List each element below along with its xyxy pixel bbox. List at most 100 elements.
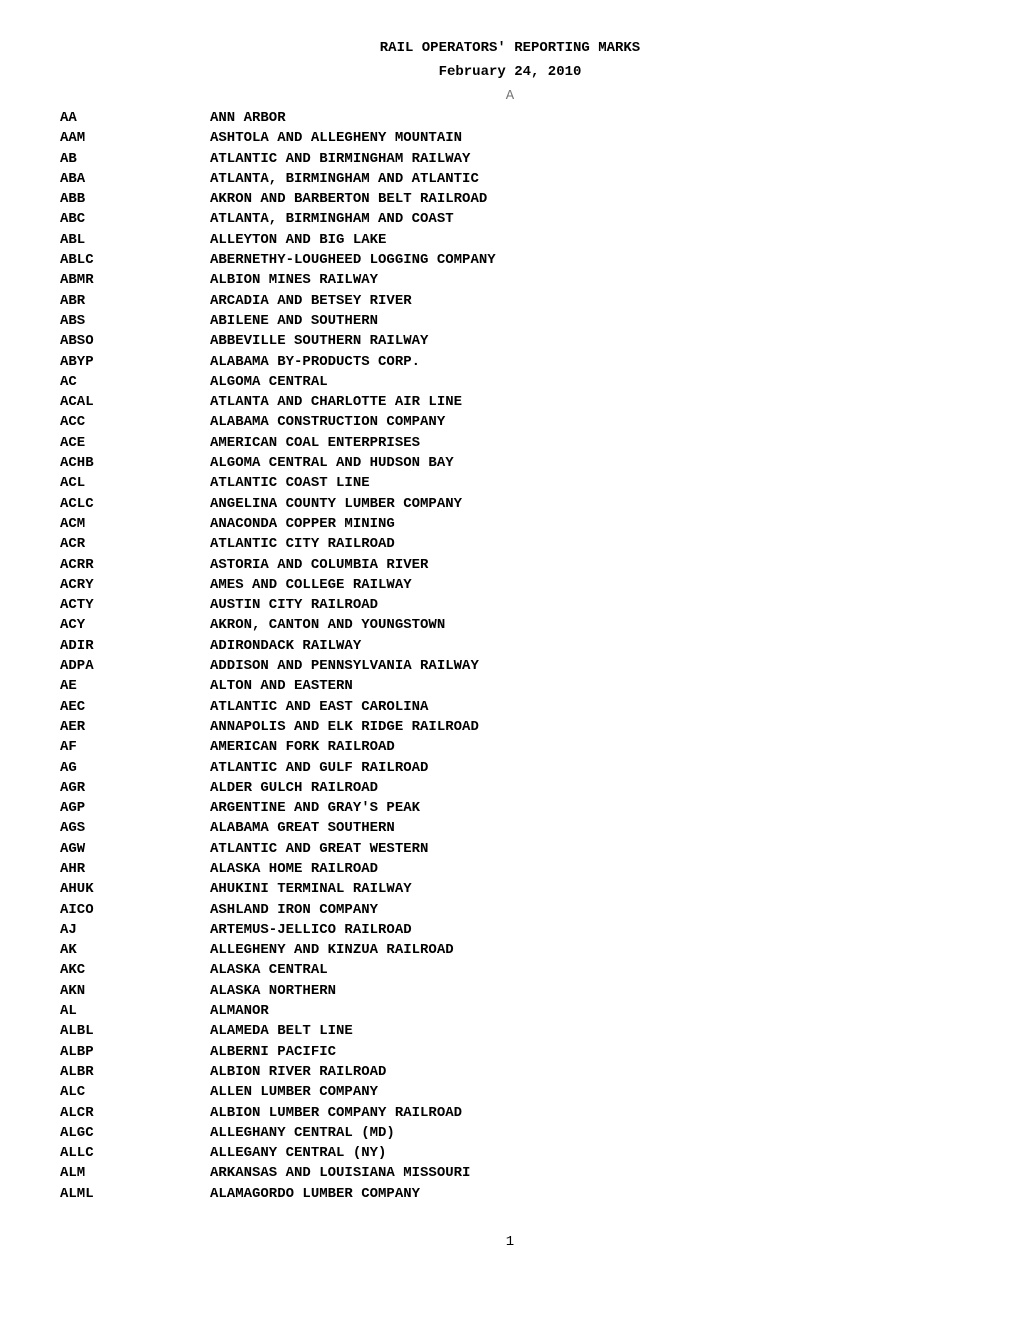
table-row: ABSABILENE AND SOUTHERN [60, 311, 960, 331]
reporting-mark-code: ACR [60, 534, 210, 554]
table-row: ACHBALGOMA CENTRAL AND HUDSON BAY [60, 453, 960, 473]
reporting-mark-code: AGP [60, 798, 210, 818]
reporting-mark-code: AHUK [60, 879, 210, 899]
table-row: AJARTEMUS-JELLICO RAILROAD [60, 920, 960, 940]
operator-name: ANNAPOLIS AND ELK RIDGE RAILROAD [210, 717, 960, 737]
operator-name: ADIRONDACK RAILWAY [210, 636, 960, 656]
reporting-mark-code: AAM [60, 128, 210, 148]
table-row: AHUKAHUKINI TERMINAL RAILWAY [60, 879, 960, 899]
table-row: ABLALLEYTON AND BIG LAKE [60, 230, 960, 250]
table-row: ALALMANOR [60, 1001, 960, 1021]
operator-name: ASTORIA AND COLUMBIA RIVER [210, 555, 960, 575]
reporting-mark-code: ABS [60, 311, 210, 331]
operator-name: ALGOMA CENTRAL [210, 372, 960, 392]
operator-name: ALABAMA BY-PRODUCTS CORP. [210, 352, 960, 372]
table-row: ALLCALLEGANY CENTRAL (NY) [60, 1143, 960, 1163]
table-row: ACCALABAMA CONSTRUCTION COMPANY [60, 412, 960, 432]
operator-name: ANN ARBOR [210, 108, 960, 128]
section-letter: A [60, 88, 960, 104]
operator-name: ATLANTIC AND GULF RAILROAD [210, 758, 960, 778]
operator-name: ALMANOR [210, 1001, 960, 1021]
reporting-mark-code: ACL [60, 473, 210, 493]
operator-name: AUSTIN CITY RAILROAD [210, 595, 960, 615]
operator-name: ABERNETHY-LOUGHEED LOGGING COMPANY [210, 250, 960, 270]
table-row: AHRALASKA HOME RAILROAD [60, 859, 960, 879]
operator-name: ABILENE AND SOUTHERN [210, 311, 960, 331]
operator-name: ADDISON AND PENNSYLVANIA RAILWAY [210, 656, 960, 676]
operator-name: ALASKA NORTHERN [210, 981, 960, 1001]
table-row: ACEAMERICAN COAL ENTERPRISES [60, 433, 960, 453]
table-row: ALMLALAMAGORDO LUMBER COMPANY [60, 1184, 960, 1204]
table-row: AGSALABAMA GREAT SOUTHERN [60, 818, 960, 838]
table-row: ACMANACONDA COPPER MINING [60, 514, 960, 534]
table-row: ACALGOMA CENTRAL [60, 372, 960, 392]
table-row: ALGCALLEGHANY CENTRAL (MD) [60, 1123, 960, 1143]
operator-name: ARGENTINE AND GRAY'S PEAK [210, 798, 960, 818]
reporting-mark-code: AE [60, 676, 210, 696]
reporting-mark-code: ABR [60, 291, 210, 311]
table-row: ACRYAMES AND COLLEGE RAILWAY [60, 575, 960, 595]
reporting-mark-code: ACTY [60, 595, 210, 615]
table-row: ADIRADIRONDACK RAILWAY [60, 636, 960, 656]
reporting-mark-code: ABL [60, 230, 210, 250]
table-row: ACLCANGELINA COUNTY LUMBER COMPANY [60, 494, 960, 514]
entries-list: AAANN ARBORAAMASHTOLA AND ALLEGHENY MOUN… [60, 108, 960, 1204]
operator-name: ALLEGHANY CENTRAL (MD) [210, 1123, 960, 1143]
table-row: ABRARCADIA AND BETSEY RIVER [60, 291, 960, 311]
table-row: ACRATLANTIC CITY RAILROAD [60, 534, 960, 554]
reporting-mark-code: ALBP [60, 1042, 210, 1062]
operator-name: ALBION RIVER RAILROAD [210, 1062, 960, 1082]
operator-name: ALASKA HOME RAILROAD [210, 859, 960, 879]
operator-name: ASHTOLA AND ALLEGHENY MOUNTAIN [210, 128, 960, 148]
reporting-mark-code: ALC [60, 1082, 210, 1102]
operator-name: ALLEYTON AND BIG LAKE [210, 230, 960, 250]
operator-name: ALBERNI PACIFIC [210, 1042, 960, 1062]
operator-name: ALLEN LUMBER COMPANY [210, 1082, 960, 1102]
table-row: AERANNAPOLIS AND ELK RIDGE RAILROAD [60, 717, 960, 737]
table-row: ACRRASTORIA AND COLUMBIA RIVER [60, 555, 960, 575]
operator-name: ALBION LUMBER COMPANY RAILROAD [210, 1103, 960, 1123]
operator-name: ABBEVILLE SOUTHERN RAILWAY [210, 331, 960, 351]
operator-name: ATLANTIC AND EAST CAROLINA [210, 697, 960, 717]
table-row: ALMARKANSAS AND LOUISIANA MISSOURI [60, 1163, 960, 1183]
operator-name: ARKANSAS AND LOUISIANA MISSOURI [210, 1163, 960, 1183]
table-row: ACLATLANTIC COAST LINE [60, 473, 960, 493]
reporting-mark-code: ABSO [60, 331, 210, 351]
table-row: ALCALLEN LUMBER COMPANY [60, 1082, 960, 1102]
reporting-mark-code: AG [60, 758, 210, 778]
operator-name: ATLANTIC COAST LINE [210, 473, 960, 493]
operator-name: ALDER GULCH RAILROAD [210, 778, 960, 798]
reporting-mark-code: AA [60, 108, 210, 128]
table-row: AKALLEGHENY AND KINZUA RAILROAD [60, 940, 960, 960]
table-row: ABAATLANTA, BIRMINGHAM AND ATLANTIC [60, 169, 960, 189]
table-row: AEALTON AND EASTERN [60, 676, 960, 696]
operator-name: AHUKINI TERMINAL RAILWAY [210, 879, 960, 899]
table-row: ABLCABERNETHY-LOUGHEED LOGGING COMPANY [60, 250, 960, 270]
operator-name: ANACONDA COPPER MINING [210, 514, 960, 534]
table-row: ABATLANTIC AND BIRMINGHAM RAILWAY [60, 149, 960, 169]
reporting-mark-code: AGW [60, 839, 210, 859]
reporting-mark-code: ALM [60, 1163, 210, 1183]
reporting-mark-code: AC [60, 372, 210, 392]
operator-name: ALGOMA CENTRAL AND HUDSON BAY [210, 453, 960, 473]
reporting-mark-code: ALLC [60, 1143, 210, 1163]
operator-name: ALLEGANY CENTRAL (NY) [210, 1143, 960, 1163]
operator-name: ALABAMA GREAT SOUTHERN [210, 818, 960, 838]
table-row: AGRALDER GULCH RAILROAD [60, 778, 960, 798]
reporting-mark-code: AKN [60, 981, 210, 1001]
reporting-mark-code: AICO [60, 900, 210, 920]
operator-name: ARTEMUS-JELLICO RAILROAD [210, 920, 960, 940]
table-row: AICOASHLAND IRON COMPANY [60, 900, 960, 920]
operator-name: ALABAMA CONSTRUCTION COMPANY [210, 412, 960, 432]
table-row: AAMASHTOLA AND ALLEGHENY MOUNTAIN [60, 128, 960, 148]
reporting-mark-code: ACC [60, 412, 210, 432]
operator-name: ALAMEDA BELT LINE [210, 1021, 960, 1041]
reporting-mark-code: ALGC [60, 1123, 210, 1143]
table-row: ABMRALBION MINES RAILWAY [60, 270, 960, 290]
operator-name: ALBION MINES RAILWAY [210, 270, 960, 290]
reporting-mark-code: AB [60, 149, 210, 169]
table-row: AAANN ARBOR [60, 108, 960, 128]
page-number: 1 [60, 1234, 960, 1250]
table-row: AGATLANTIC AND GULF RAILROAD [60, 758, 960, 778]
table-row: ACYAKRON, CANTON AND YOUNGSTOWN [60, 615, 960, 635]
